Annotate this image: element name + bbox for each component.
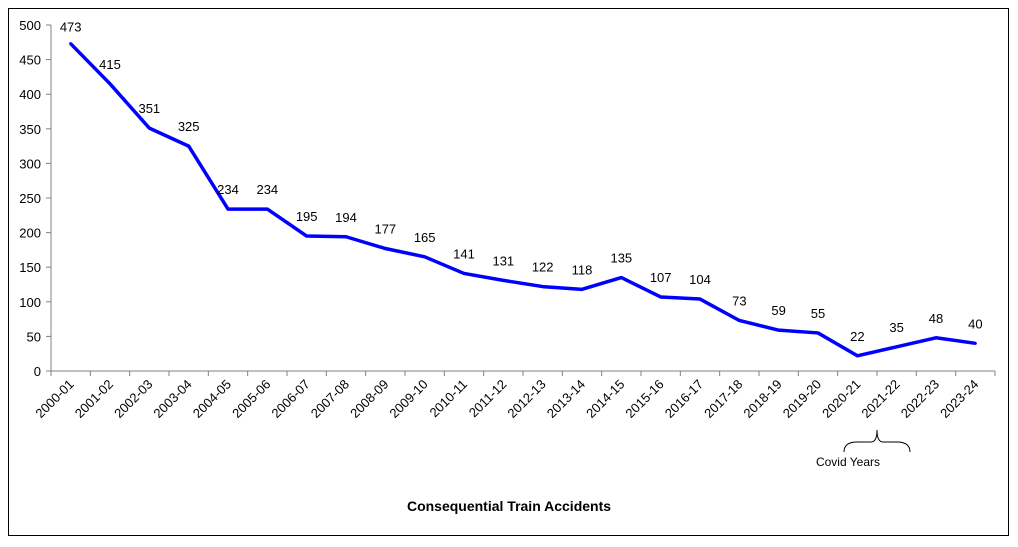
data-point [934, 336, 938, 340]
x-tick-label: 2009-10 [386, 377, 430, 421]
data-point [895, 345, 899, 349]
x-tick-label: 2013-14 [544, 377, 588, 421]
data-point [462, 271, 466, 275]
covid-brace [843, 429, 911, 453]
data-point [69, 42, 73, 46]
x-tick-label: 2020-21 [819, 377, 863, 421]
x-tick-label: 2011-12 [466, 377, 510, 421]
data-label: 22 [850, 329, 864, 344]
data-label: 194 [335, 210, 357, 225]
data-point [580, 287, 584, 291]
y-tick-label: 350 [19, 122, 41, 137]
data-point [855, 354, 859, 358]
data-point [187, 144, 191, 148]
data-point [501, 278, 505, 282]
x-tick-label: 2012-13 [504, 377, 548, 421]
x-tick-label: 2018-19 [740, 377, 784, 421]
data-label: 141 [453, 246, 475, 261]
data-point [226, 207, 230, 211]
data-label: 351 [138, 101, 160, 116]
data-point [777, 328, 781, 332]
data-label: 131 [492, 253, 514, 268]
data-line [69, 42, 976, 358]
data-point [541, 285, 545, 289]
data-label: 107 [650, 270, 672, 285]
x-tick-label: 2017-18 [701, 377, 745, 421]
y-tick-label: 250 [19, 191, 41, 206]
data-point [147, 126, 151, 130]
data-label: 234 [256, 182, 278, 197]
y-tick-label: 50 [27, 329, 41, 344]
data-point [344, 235, 348, 239]
data-label: 135 [610, 251, 632, 266]
x-tick-label: 2016-17 [662, 377, 706, 421]
data-point [816, 331, 820, 335]
data-point [423, 255, 427, 259]
data-point [265, 207, 269, 211]
data-label: 122 [532, 260, 554, 275]
data-label: 55 [811, 306, 825, 321]
y-tick-label: 450 [19, 53, 41, 68]
data-label: 473 [60, 20, 82, 35]
y-tick-label: 150 [19, 260, 41, 275]
data-label: 118 [572, 262, 593, 277]
data-label: 73 [732, 293, 746, 308]
y-tick-label: 300 [19, 156, 41, 171]
y-tick-label: 400 [19, 87, 41, 102]
y-tick-label: 200 [19, 226, 41, 241]
x-tick-label: 2019-20 [780, 377, 824, 421]
x-tick-label: 2023-24 [937, 377, 981, 421]
x-tick-label: 2006-07 [268, 377, 312, 421]
data-label: 195 [296, 209, 318, 224]
covid-annotation: Covid Years [815, 455, 881, 469]
data-label: 104 [689, 272, 711, 287]
data-label: 415 [99, 57, 121, 72]
x-axis-title: Consequential Train Accidents [406, 498, 612, 514]
data-point [698, 297, 702, 301]
x-tick-label: 2000-01 [32, 377, 76, 421]
chart-frame [8, 8, 1009, 536]
x-tick-label: 2005-06 [229, 377, 273, 421]
x-tick-label: 2007-08 [308, 377, 352, 421]
x-tick-label: 2022-23 [898, 377, 942, 421]
x-tick-label: 2002-03 [111, 377, 155, 421]
data-label: 177 [374, 222, 396, 237]
data-point [108, 82, 112, 86]
y-tick-label: 0 [34, 364, 41, 379]
data-point [619, 276, 623, 280]
x-tick-label: 2010-11 [426, 377, 470, 421]
x-tick-label: 2001-02 [72, 377, 116, 421]
data-label: 48 [929, 311, 943, 326]
data-label: 59 [771, 303, 785, 318]
x-tick-label: 2004-05 [190, 377, 234, 421]
y-tick-label: 100 [19, 295, 41, 310]
x-tick-label: 2014-15 [583, 377, 627, 421]
x-tick-label: 2003-04 [150, 377, 194, 421]
data-label: 234 [217, 182, 239, 197]
data-point [659, 295, 663, 299]
data-label: 325 [178, 119, 200, 134]
y-tick-label: 500 [19, 18, 41, 33]
data-label: 165 [414, 230, 436, 245]
x-tick-label: 2008-09 [347, 377, 391, 421]
data-point [383, 247, 387, 251]
data-point [973, 341, 977, 345]
data-label: 35 [889, 320, 903, 335]
x-tick-label: 2021-22 [858, 377, 902, 421]
data-point [737, 318, 741, 322]
data-point [305, 234, 309, 238]
data-label: 40 [968, 316, 982, 331]
x-tick-label: 2015-16 [622, 377, 666, 421]
